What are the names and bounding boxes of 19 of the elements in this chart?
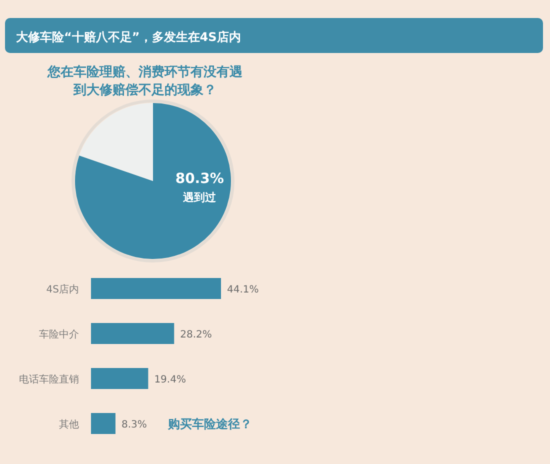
chart-subtitle: 您在车险理赔、消费环节有没有遇到大修赔偿不足的现象？ <box>46 64 244 98</box>
pie-slice <box>75 103 231 259</box>
chart-title: 大修车险“十赔八不足”，多发生在4S店内 <box>16 30 241 44</box>
data-label: 44.1% <box>227 284 259 296</box>
data-label: 80.3% <box>175 170 224 187</box>
y-tick-label: 车险中介 <box>39 328 79 340</box>
text: 购买车险途径？ <box>167 417 252 431</box>
bar <box>91 323 174 344</box>
pie-slice <box>79 103 153 181</box>
y-tick-label: 4S店内 <box>46 284 79 296</box>
bar <box>91 368 148 389</box>
bar <box>91 413 116 434</box>
data-label: 8.3% <box>121 420 147 430</box>
y-tick-label: 其他 <box>59 418 79 430</box>
slice-label: 遇到过 <box>182 190 218 204</box>
data-label: 19.4% <box>154 374 186 386</box>
bar <box>91 278 221 299</box>
data-label: 28.2% <box>180 330 212 340</box>
y-tick-label: 电话车险直销 <box>19 374 79 386</box>
